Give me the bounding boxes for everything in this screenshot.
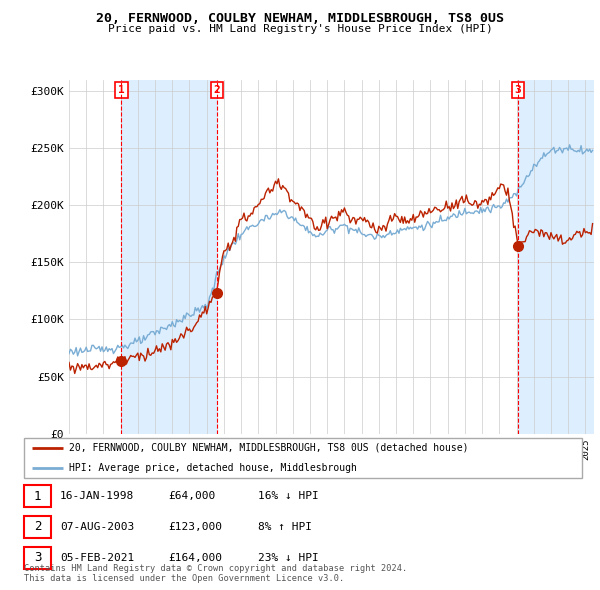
Text: £64,000: £64,000 xyxy=(168,491,215,501)
Text: Contains HM Land Registry data © Crown copyright and database right 2024.
This d: Contains HM Land Registry data © Crown c… xyxy=(24,563,407,583)
Text: 1: 1 xyxy=(34,490,41,503)
Text: 20, FERNWOOD, COULBY NEWHAM, MIDDLESBROUGH, TS8 0US: 20, FERNWOOD, COULBY NEWHAM, MIDDLESBROU… xyxy=(96,12,504,25)
Text: 16% ↓ HPI: 16% ↓ HPI xyxy=(258,491,319,501)
Text: 07-AUG-2003: 07-AUG-2003 xyxy=(60,522,134,532)
Text: 3: 3 xyxy=(34,551,41,564)
Bar xyxy=(518,80,594,434)
Text: £164,000: £164,000 xyxy=(168,553,222,562)
Text: HPI: Average price, detached house, Middlesbrough: HPI: Average price, detached house, Midd… xyxy=(68,463,356,473)
Text: 3: 3 xyxy=(515,85,521,95)
Text: Price paid vs. HM Land Registry's House Price Index (HPI): Price paid vs. HM Land Registry's House … xyxy=(107,24,493,34)
Text: 1: 1 xyxy=(118,85,125,95)
Text: 23% ↓ HPI: 23% ↓ HPI xyxy=(258,553,319,562)
Text: 2: 2 xyxy=(214,85,220,95)
Text: 05-FEB-2021: 05-FEB-2021 xyxy=(60,553,134,562)
Text: 2: 2 xyxy=(34,520,41,533)
Bar xyxy=(121,80,217,434)
Text: £123,000: £123,000 xyxy=(168,522,222,532)
Text: 8% ↑ HPI: 8% ↑ HPI xyxy=(258,522,312,532)
Text: 16-JAN-1998: 16-JAN-1998 xyxy=(60,491,134,501)
Text: 20, FERNWOOD, COULBY NEWHAM, MIDDLESBROUGH, TS8 0US (detached house): 20, FERNWOOD, COULBY NEWHAM, MIDDLESBROU… xyxy=(68,443,468,453)
